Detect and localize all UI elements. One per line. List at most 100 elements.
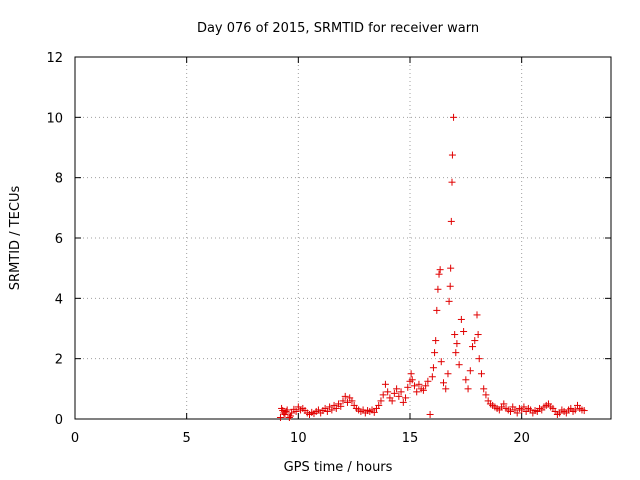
data-points — [276, 113, 588, 421]
data-point — [283, 406, 291, 414]
x-tick-label: 15 — [402, 431, 419, 446]
data-point — [500, 400, 508, 408]
data-point — [397, 388, 405, 396]
data-point — [281, 410, 289, 418]
data-point — [477, 370, 485, 378]
data-point — [507, 407, 514, 415]
data-point — [513, 409, 521, 417]
x-tick-label: 20 — [513, 431, 530, 446]
grid-lines — [75, 57, 611, 419]
data-point — [433, 306, 441, 314]
data-point — [426, 410, 434, 418]
data-point — [473, 311, 481, 319]
data-point — [453, 340, 461, 348]
data-point — [381, 380, 389, 388]
y-tick-label: 10 — [46, 111, 63, 126]
data-point — [424, 377, 432, 385]
data-point — [450, 113, 458, 121]
data-point — [434, 285, 442, 293]
y-tick-label: 12 — [46, 51, 63, 66]
data-point — [323, 407, 331, 415]
data-point — [292, 407, 300, 415]
data-point — [276, 413, 284, 421]
data-point — [429, 364, 437, 372]
data-point — [407, 370, 415, 378]
data-point — [341, 392, 349, 400]
data-point — [384, 388, 392, 396]
data-point — [448, 151, 456, 159]
chart-title: Day 076 of 2015, SRMTID for receiver war… — [197, 21, 479, 36]
data-point — [388, 397, 396, 405]
data-point — [444, 370, 452, 378]
data-point — [466, 367, 474, 375]
y-tick-label: 8 — [55, 172, 63, 187]
data-point — [339, 397, 347, 405]
data-point — [404, 383, 412, 391]
data-point — [520, 403, 528, 411]
data-point — [348, 397, 356, 405]
data-point — [452, 349, 460, 357]
data-point — [471, 337, 479, 345]
data-point — [432, 337, 440, 345]
data-point — [455, 361, 463, 369]
data-point — [457, 315, 465, 323]
x-tick-label: 10 — [290, 431, 307, 446]
data-point — [413, 388, 421, 396]
data-point — [399, 398, 407, 406]
data-point — [442, 385, 450, 393]
data-point — [288, 409, 296, 417]
data-point — [410, 382, 418, 390]
x-axis-label: GPS time / hours — [284, 460, 393, 475]
data-point — [390, 389, 398, 397]
x-tick-label: 0 — [71, 431, 79, 446]
data-point — [448, 178, 456, 186]
data-point — [343, 398, 351, 406]
data-point — [435, 270, 443, 278]
data-point — [464, 385, 472, 393]
data-point — [328, 406, 336, 414]
tick-labels: 0 2 4 6 8 10 12 0 5 10 15 20 — [46, 51, 529, 446]
data-point — [437, 358, 445, 366]
data-point — [285, 413, 293, 421]
x-tick-label: 5 — [183, 431, 191, 446]
data-point — [580, 407, 588, 415]
data-point — [337, 402, 345, 410]
data-point — [379, 391, 387, 399]
data-point — [377, 397, 385, 405]
data-point — [474, 331, 482, 339]
data-point — [370, 408, 378, 416]
data-point — [445, 297, 453, 305]
data-point — [436, 266, 444, 274]
data-point — [571, 406, 579, 414]
y-axis-label: SRMTID / TECUs — [8, 186, 23, 291]
data-point — [447, 264, 455, 272]
data-point — [482, 391, 490, 399]
data-point — [408, 376, 416, 384]
data-point — [440, 379, 447, 387]
data-point — [475, 355, 483, 363]
data-point — [422, 382, 430, 390]
data-point — [469, 343, 477, 351]
data-point — [462, 376, 470, 384]
data-point — [419, 386, 427, 394]
y-tick-label: 4 — [55, 292, 63, 307]
data-point — [415, 380, 423, 388]
data-point — [446, 282, 454, 290]
data-point — [451, 331, 459, 339]
data-point — [428, 373, 436, 381]
data-point — [460, 328, 468, 336]
data-point — [395, 392, 403, 400]
data-point — [287, 412, 295, 420]
data-point — [332, 404, 340, 412]
data-point — [447, 217, 455, 225]
data-point — [282, 407, 290, 415]
y-tick-label: 0 — [55, 413, 63, 428]
data-point — [431, 349, 439, 357]
data-point — [402, 394, 410, 402]
axis-ticks — [74, 56, 611, 420]
data-point — [375, 401, 383, 409]
y-tick-label: 2 — [55, 353, 63, 368]
data-point — [393, 385, 401, 393]
data-point — [480, 385, 488, 393]
